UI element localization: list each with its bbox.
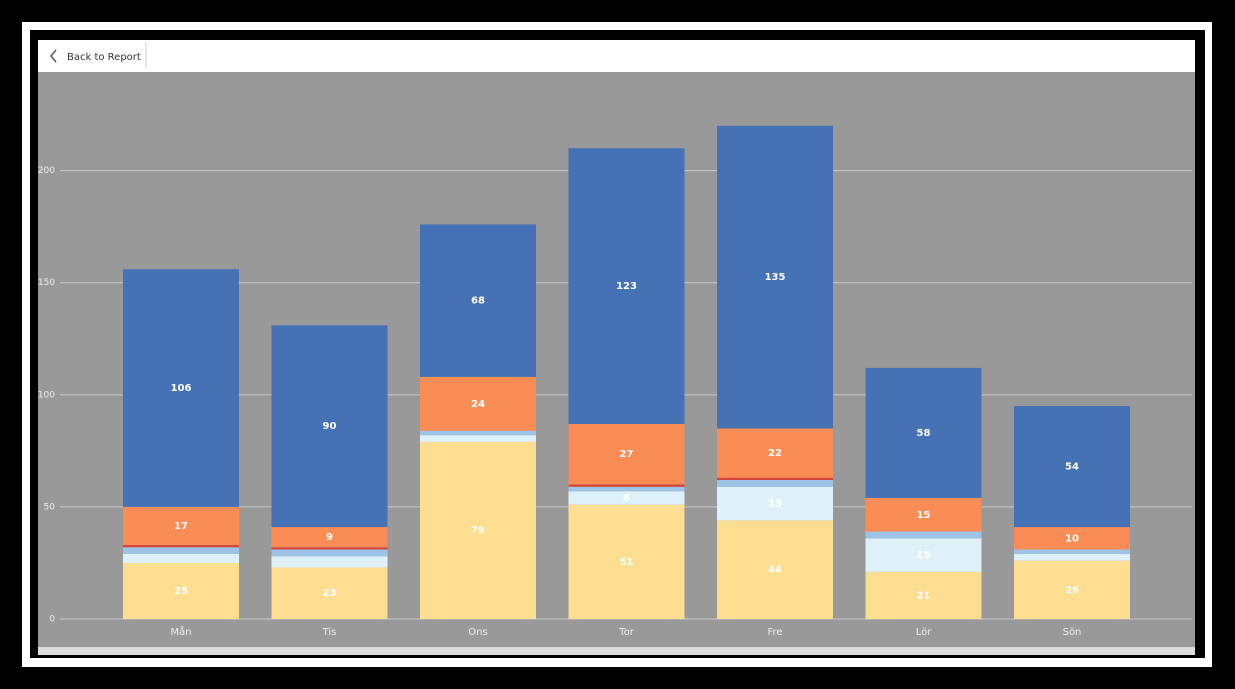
bar-segment (865, 538, 982, 572)
y-tick-label: 200 (38, 166, 55, 176)
data-label: 17 (174, 521, 188, 532)
x-tick-label: Lör (916, 627, 933, 638)
bar-segment (420, 430, 536, 436)
bar-segment (717, 480, 833, 487)
data-label: 106 (171, 383, 192, 394)
bar-segment (123, 562, 239, 619)
bar-segment (568, 484, 685, 487)
bar-segment (717, 520, 833, 619)
x-tick-label: Fre (767, 627, 782, 638)
data-label: 68 (471, 296, 485, 307)
bar-segment (420, 441, 536, 619)
bar-segment (123, 547, 239, 554)
bar-segment (123, 553, 239, 563)
x-tick-label: Tis (322, 627, 337, 638)
bar-segment (865, 367, 982, 498)
data-label: 44 (768, 565, 782, 576)
header-bar (38, 40, 1195, 72)
data-label: 22 (768, 448, 782, 459)
data-label: 21 (917, 590, 931, 601)
bar-segment (717, 428, 833, 478)
data-label: 54 (1065, 462, 1079, 473)
data-label: 79 (471, 525, 485, 536)
bar-segment (123, 269, 239, 507)
data-label: 23 (323, 588, 337, 599)
bar-segment (568, 504, 685, 619)
bar-segment (1014, 549, 1130, 554)
bar-segment (717, 477, 833, 481)
bar-segment (271, 547, 388, 550)
y-tick-label: 50 (44, 502, 56, 512)
bar-segment (1014, 553, 1130, 561)
bar-segment (271, 325, 388, 528)
data-label: 25 (174, 586, 188, 597)
bar-segment (420, 376, 536, 431)
bar-segment (420, 224, 536, 377)
data-label: 10 (1065, 533, 1079, 544)
bar-segment (123, 506, 239, 546)
bar-segment (717, 125, 833, 429)
scrollbar (38, 647, 1195, 655)
back-icon (50, 49, 57, 63)
bar-segment (271, 567, 388, 619)
plot: 050100150200Mån2517106Tis23990Ons792468T… (38, 125, 1192, 638)
data-label: 15 (917, 510, 931, 521)
bar-segment (1014, 406, 1130, 528)
bar-segment (123, 545, 239, 548)
bar-segment (568, 148, 685, 424)
data-label: 27 (620, 449, 634, 460)
bar-segment (1014, 527, 1130, 550)
back-label[interactable]: Back to Report (67, 52, 141, 63)
data-label: 6 (623, 493, 630, 504)
y-tick-label: 0 (49, 615, 55, 625)
bar-segment (865, 531, 982, 539)
data-label: 123 (616, 281, 637, 292)
bar-segment (420, 435, 536, 442)
data-label: 9 (326, 532, 333, 543)
data-label: 135 (765, 272, 786, 283)
bar-segment (568, 423, 685, 485)
bar-segment (568, 491, 685, 505)
y-tick-label: 150 (38, 278, 55, 288)
bar-segment (271, 549, 388, 557)
data-label: 15 (768, 499, 782, 510)
data-label: 58 (917, 428, 931, 439)
bar-segment (865, 497, 982, 532)
bar-segment (568, 486, 685, 492)
data-label: 26 (1065, 585, 1079, 596)
back-button[interactable]: Back to Report (50, 49, 141, 63)
bar-segment (271, 527, 388, 548)
x-tick-label: Ons (468, 627, 487, 638)
data-label: 51 (620, 557, 634, 568)
x-tick-label: Mån (170, 625, 191, 638)
y-tick-label: 100 (38, 390, 55, 400)
bar-segment (1014, 560, 1130, 619)
x-tick-label: Tor (618, 627, 635, 638)
bar-segment (271, 556, 388, 568)
bar-segment (865, 571, 982, 619)
bar-segment (717, 486, 833, 521)
data-label: 15 (917, 550, 931, 561)
x-tick-label: Sön (1063, 627, 1082, 638)
data-label: 24 (471, 399, 485, 410)
data-label: 90 (323, 421, 337, 432)
